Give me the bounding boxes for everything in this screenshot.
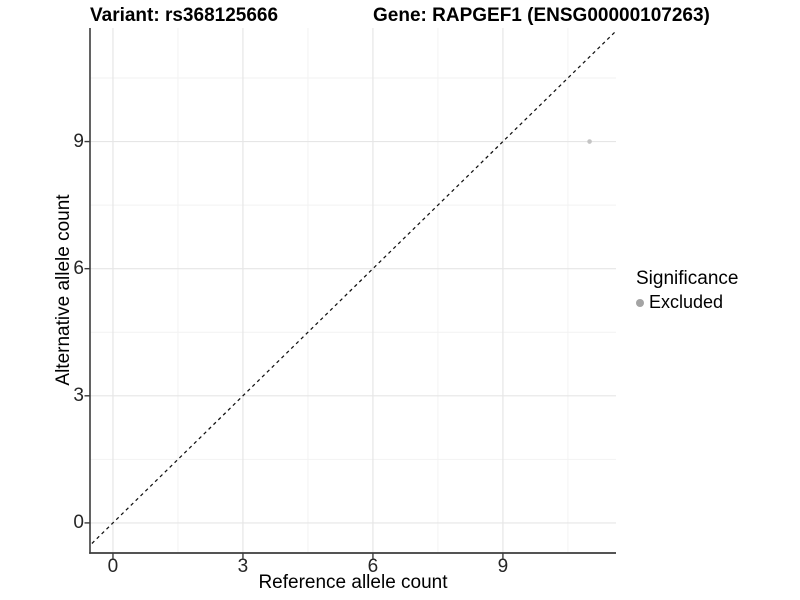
y-tick-label: 6 bbox=[73, 257, 84, 279]
legend-item: Excluded bbox=[636, 292, 738, 313]
legend-key-dot-icon bbox=[636, 298, 644, 307]
plot-title-gene: Gene: RAPGEF1 (ENSG00000107263) bbox=[373, 5, 710, 26]
identity-reference-line bbox=[90, 30, 616, 547]
legend: Significance Excluded bbox=[636, 267, 738, 313]
x-tick-label: 9 bbox=[497, 556, 509, 577]
legend-title: Significance bbox=[636, 268, 739, 289]
y-tick-label: 9 bbox=[73, 130, 84, 152]
x-tick-label: 0 bbox=[107, 556, 119, 577]
legend-item-label: Excluded bbox=[649, 292, 724, 312]
y-tick-label: 0 bbox=[73, 511, 84, 533]
x-tick-label: 6 bbox=[367, 556, 379, 577]
y-tick-label: 3 bbox=[73, 384, 84, 406]
x-tick-label: 3 bbox=[237, 556, 249, 577]
plot-title-variant: Variant: rs368125666 bbox=[90, 5, 279, 26]
data-point bbox=[587, 139, 592, 144]
x-axis-title: Reference allele count bbox=[258, 572, 448, 593]
